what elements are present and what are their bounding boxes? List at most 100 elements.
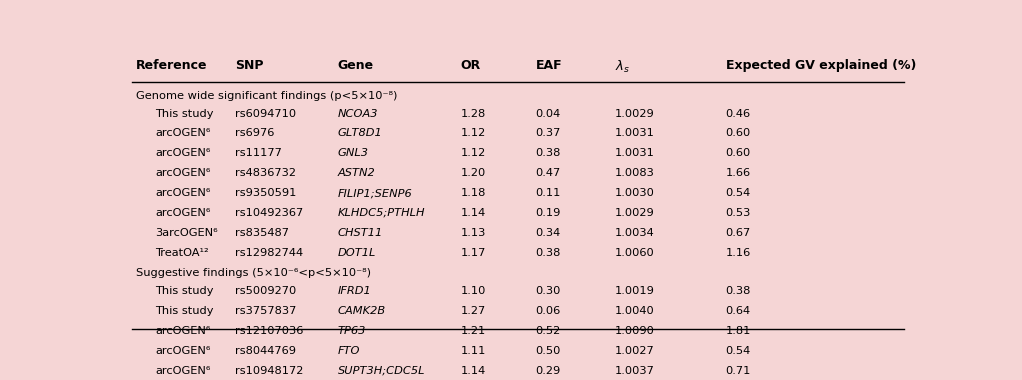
Text: Gene: Gene bbox=[337, 59, 374, 72]
Text: 1.28: 1.28 bbox=[460, 109, 485, 119]
Text: 1.0083: 1.0083 bbox=[615, 168, 655, 178]
Text: IFRD1: IFRD1 bbox=[337, 286, 371, 296]
Text: rs9350591: rs9350591 bbox=[235, 188, 296, 198]
Text: 0.47: 0.47 bbox=[536, 168, 561, 178]
Text: ASTN2: ASTN2 bbox=[337, 168, 375, 178]
Text: 1.14: 1.14 bbox=[460, 366, 485, 376]
Text: 1.18: 1.18 bbox=[460, 188, 485, 198]
Text: 0.52: 0.52 bbox=[536, 326, 561, 336]
Text: 0.60: 0.60 bbox=[726, 128, 751, 138]
Text: TP63: TP63 bbox=[337, 326, 366, 336]
Text: Genome wide significant findings (p<5×10⁻⁸): Genome wide significant findings (p<5×10… bbox=[136, 91, 397, 101]
Text: 3arcOGEN⁶: 3arcOGEN⁶ bbox=[155, 228, 218, 238]
Text: 1.17: 1.17 bbox=[460, 248, 485, 258]
Text: 1.0029: 1.0029 bbox=[615, 208, 655, 218]
Text: 0.71: 0.71 bbox=[726, 366, 751, 376]
Text: 1.12: 1.12 bbox=[460, 148, 485, 158]
Text: SNP: SNP bbox=[235, 59, 264, 72]
Text: 0.34: 0.34 bbox=[536, 228, 561, 238]
Text: 1.0031: 1.0031 bbox=[615, 148, 655, 158]
Text: arcOGEN⁶: arcOGEN⁶ bbox=[155, 346, 211, 356]
Text: FTO: FTO bbox=[337, 346, 360, 356]
Text: 0.46: 0.46 bbox=[726, 109, 751, 119]
Text: 1.16: 1.16 bbox=[726, 248, 751, 258]
Text: 1.0090: 1.0090 bbox=[615, 326, 655, 336]
Text: 0.50: 0.50 bbox=[536, 346, 561, 356]
Text: 1.11: 1.11 bbox=[460, 346, 485, 356]
Text: Reference: Reference bbox=[136, 59, 207, 72]
Text: 1.12: 1.12 bbox=[460, 128, 485, 138]
Text: 1.0019: 1.0019 bbox=[615, 286, 655, 296]
Text: 1.0037: 1.0037 bbox=[615, 366, 655, 376]
Text: rs11177: rs11177 bbox=[235, 148, 281, 158]
Text: arcOGEN⁶: arcOGEN⁶ bbox=[155, 366, 211, 376]
Text: 1.0060: 1.0060 bbox=[615, 248, 655, 258]
Text: 1.14: 1.14 bbox=[460, 208, 485, 218]
Text: GLT8D1: GLT8D1 bbox=[337, 128, 382, 138]
Text: arcOGEN⁶: arcOGEN⁶ bbox=[155, 188, 211, 198]
Text: arcOGEN⁶: arcOGEN⁶ bbox=[155, 168, 211, 178]
Text: 1.0029: 1.0029 bbox=[615, 109, 655, 119]
Text: 0.29: 0.29 bbox=[536, 366, 561, 376]
Text: SUPT3H;CDC5L: SUPT3H;CDC5L bbox=[337, 366, 425, 376]
Text: 1.21: 1.21 bbox=[460, 326, 485, 336]
Text: 1.10: 1.10 bbox=[460, 286, 485, 296]
Text: 0.67: 0.67 bbox=[726, 228, 751, 238]
Text: DOT1L: DOT1L bbox=[337, 248, 376, 258]
Text: rs6094710: rs6094710 bbox=[235, 109, 295, 119]
Text: rs835487: rs835487 bbox=[235, 228, 288, 238]
Text: This study: This study bbox=[155, 306, 214, 316]
Text: CHST11: CHST11 bbox=[337, 228, 383, 238]
Text: 0.64: 0.64 bbox=[726, 306, 751, 316]
Text: 0.37: 0.37 bbox=[536, 128, 561, 138]
Text: 1.0034: 1.0034 bbox=[615, 228, 655, 238]
Text: 0.06: 0.06 bbox=[536, 306, 561, 316]
Text: arcOGEN⁶: arcOGEN⁶ bbox=[155, 128, 211, 138]
Text: 0.54: 0.54 bbox=[726, 346, 751, 356]
Text: rs10948172: rs10948172 bbox=[235, 366, 304, 376]
Text: rs3757837: rs3757837 bbox=[235, 306, 296, 316]
Text: $\lambda_s$: $\lambda_s$ bbox=[615, 59, 630, 75]
Text: rs6976: rs6976 bbox=[235, 128, 274, 138]
Text: Expected GV explained (%): Expected GV explained (%) bbox=[726, 59, 916, 72]
Text: 1.0027: 1.0027 bbox=[615, 346, 655, 356]
Text: 1.13: 1.13 bbox=[460, 228, 485, 238]
Text: 0.38: 0.38 bbox=[726, 286, 751, 296]
Text: arcOGEN⁶: arcOGEN⁶ bbox=[155, 326, 211, 336]
Text: 0.60: 0.60 bbox=[726, 148, 751, 158]
Text: NCOA3: NCOA3 bbox=[337, 109, 378, 119]
Text: 1.27: 1.27 bbox=[460, 306, 485, 316]
Text: 0.38: 0.38 bbox=[536, 148, 561, 158]
Text: 0.19: 0.19 bbox=[536, 208, 561, 218]
Text: rs10492367: rs10492367 bbox=[235, 208, 303, 218]
Text: OR: OR bbox=[460, 59, 480, 72]
Text: arcOGEN⁶: arcOGEN⁶ bbox=[155, 148, 211, 158]
Text: This study: This study bbox=[155, 109, 214, 119]
Text: CAMK2B: CAMK2B bbox=[337, 306, 385, 316]
Text: EAF: EAF bbox=[536, 59, 562, 72]
Text: FILIP1;SENP6: FILIP1;SENP6 bbox=[337, 188, 413, 198]
Text: rs5009270: rs5009270 bbox=[235, 286, 296, 296]
Text: rs4836732: rs4836732 bbox=[235, 168, 295, 178]
Text: rs8044769: rs8044769 bbox=[235, 346, 295, 356]
Text: This study: This study bbox=[155, 286, 214, 296]
Text: 0.54: 0.54 bbox=[726, 188, 751, 198]
Text: GNL3: GNL3 bbox=[337, 148, 369, 158]
Text: 0.04: 0.04 bbox=[536, 109, 561, 119]
Text: arcOGEN⁶: arcOGEN⁶ bbox=[155, 208, 211, 218]
Text: 1.20: 1.20 bbox=[460, 168, 485, 178]
Text: 1.0040: 1.0040 bbox=[615, 306, 655, 316]
Text: 0.11: 0.11 bbox=[536, 188, 561, 198]
Text: 0.53: 0.53 bbox=[726, 208, 751, 218]
Text: rs12982744: rs12982744 bbox=[235, 248, 303, 258]
Text: 0.30: 0.30 bbox=[536, 286, 561, 296]
Text: 1.81: 1.81 bbox=[726, 326, 751, 336]
Text: 0.38: 0.38 bbox=[536, 248, 561, 258]
Text: KLHDC5;PTHLH: KLHDC5;PTHLH bbox=[337, 208, 425, 218]
Text: 1.0030: 1.0030 bbox=[615, 188, 655, 198]
Text: Suggestive findings (5×10⁻⁶<p<5×10⁻⁸): Suggestive findings (5×10⁻⁶<p<5×10⁻⁸) bbox=[136, 268, 371, 278]
Text: 1.0031: 1.0031 bbox=[615, 128, 655, 138]
Text: TreatOA¹²: TreatOA¹² bbox=[155, 248, 210, 258]
Text: rs12107036: rs12107036 bbox=[235, 326, 304, 336]
Text: 1.66: 1.66 bbox=[726, 168, 751, 178]
